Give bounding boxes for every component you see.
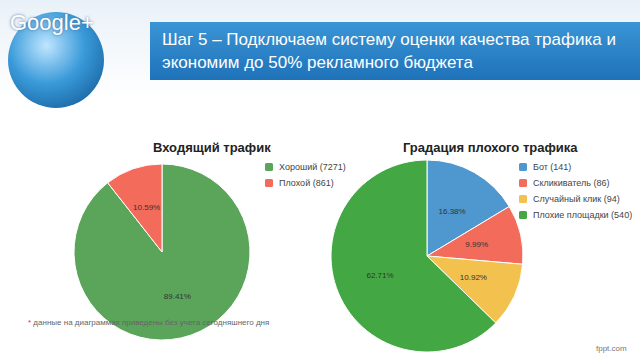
svg-text:62.71%: 62.71% <box>366 271 393 280</box>
html-text:Google+: Google+ <box>10 10 94 35</box>
svg-text:Бот (141): Бот (141) <box>533 162 571 172</box>
html-text:* данные на диаграммах приведе: * данные на диаграммах приведены без уче… <box>28 318 270 327</box>
svg-text:Плохой (861): Плохой (861) <box>279 178 334 188</box>
svg-text:10.59%: 10.59% <box>133 203 160 212</box>
svg-text:9.99%: 9.99% <box>465 240 488 249</box>
html-text:Шаг 5 – Подключаем систему оце: Шаг 5 – Подключаем систему оценки качест… <box>162 30 616 72</box>
svg-text:Входящий трафик: Входящий трафик <box>153 140 271 155</box>
svg-text:89.41%: 89.41% <box>164 292 191 301</box>
svg-text:16.38%: 16.38% <box>439 207 466 216</box>
html-text:fppt.com: fppt.com <box>596 344 627 353</box>
svg-text:10.92%: 10.92% <box>460 273 487 282</box>
svg-text:Хороший (7271): Хороший (7271) <box>279 162 346 172</box>
svg-text:Плохие площадки (540): Плохие площадки (540) <box>533 210 632 220</box>
svg-text:Скликиватель (86): Скликиватель (86) <box>533 178 609 188</box>
svg-text:Градация плохого трафика: Градация плохого трафика <box>403 140 578 155</box>
svg-text:Случайный клик (94): Случайный клик (94) <box>533 194 620 204</box>
